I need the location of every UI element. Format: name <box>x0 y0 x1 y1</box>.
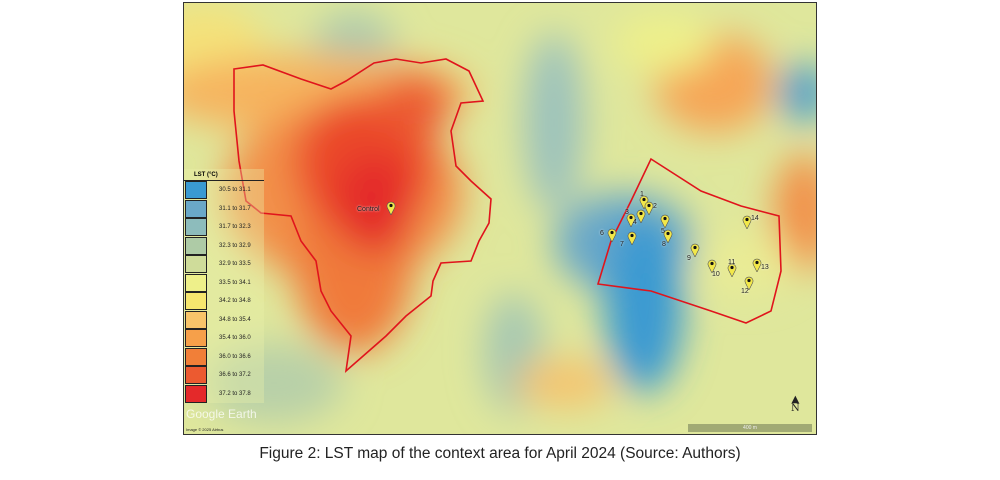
marker-label: 6 <box>600 230 604 237</box>
map-pin-icon <box>607 228 617 243</box>
legend-item: 32.3 to 32.9 <box>184 236 264 256</box>
legend-item: 32.9 to 33.5 <box>184 255 264 274</box>
legend-item: 33.5 to 34.1 <box>184 273 264 293</box>
legend-label: 36.0 to 36.6 <box>219 353 251 360</box>
marker-label: 4 <box>633 219 637 226</box>
site-marker[interactable]: 12 <box>741 276 754 295</box>
map-pin-icon <box>690 243 700 258</box>
marker-label: 1 <box>640 191 644 198</box>
legend-swatch <box>185 366 207 385</box>
scale-bar: 400 m <box>688 424 812 432</box>
marker-label: 8 <box>662 241 666 248</box>
google-earth-logo: Google Earth <box>186 407 257 421</box>
marker-label: 10 <box>712 271 720 278</box>
legend-label: 33.5 to 34.1 <box>219 279 251 286</box>
legend-label: 32.9 to 33.5 <box>219 261 251 268</box>
north-label: N <box>791 403 800 414</box>
legend-label: 31.1 to 31.7 <box>219 205 251 212</box>
legend-swatch <box>185 347 207 366</box>
site-marker[interactable]: 11 <box>727 259 737 282</box>
legend-item: 34.8 to 35.4 <box>184 310 264 330</box>
legend-swatch <box>185 255 207 274</box>
legend-item: 37.2 to 37.8 <box>184 384 264 404</box>
legend-swatch <box>185 292 207 311</box>
marker-label: 3 <box>625 209 629 216</box>
legend-swatch <box>185 199 207 218</box>
map-pin-icon <box>752 258 762 273</box>
site-marker[interactable]: 6 <box>600 228 617 247</box>
legend-swatch <box>185 236 207 255</box>
marker-label: 13 <box>761 264 769 271</box>
image-credit: Image © 2025 Airbus <box>186 427 224 432</box>
legend-item: 36.0 to 36.6 <box>184 347 264 367</box>
marker-label: 9 <box>687 255 691 262</box>
legend-swatch <box>185 218 207 237</box>
north-arrow-icon: ▲ N <box>791 394 800 414</box>
map-pin-icon <box>386 201 396 216</box>
legend-label: 35.4 to 36.0 <box>219 335 251 342</box>
control-marker[interactable]: Control <box>357 201 396 220</box>
legend-label: 36.6 to 37.2 <box>219 372 251 379</box>
legend-swatch <box>185 384 207 403</box>
legend-item: 35.4 to 36.0 <box>184 329 264 348</box>
legend-label: 30.5 to 31.1 <box>219 187 251 194</box>
map-pin-icon <box>707 259 717 274</box>
map-pin-icon <box>727 263 737 278</box>
figure-caption: Figure 2: LST map of the context area fo… <box>259 445 741 462</box>
site-marker[interactable]: 10 <box>707 259 720 278</box>
legend-item: 31.1 to 31.7 <box>184 199 264 219</box>
marker-label: 14 <box>751 215 759 222</box>
legend-label: 37.2 to 37.8 <box>219 390 251 397</box>
legend-swatch <box>185 181 207 200</box>
site-marker[interactable]: 9 <box>687 243 700 262</box>
site-marker[interactable]: 2 <box>644 201 657 220</box>
legend-swatch <box>185 310 207 329</box>
site-marker[interactable]: 5 <box>660 214 670 235</box>
study-area-boundary <box>596 157 782 324</box>
map-pin-icon <box>626 213 636 228</box>
map-pin-icon <box>644 201 654 216</box>
marker-label: 12 <box>741 288 749 295</box>
site-marker[interactable]: 3 <box>625 209 636 232</box>
legend-label: 31.7 to 32.3 <box>219 224 251 231</box>
marker-label: 5 <box>661 228 665 235</box>
map-pin-icon <box>627 231 637 246</box>
map-pin-icon <box>660 214 670 229</box>
legend-item: 36.6 to 37.2 <box>184 366 264 385</box>
control-area-boundary <box>233 58 492 374</box>
legend: LST (°C) 30.5 to 31.1 31.1 to 31.7 31.7 to… <box>184 169 264 403</box>
map-pin-icon <box>663 229 673 244</box>
legend-item: 31.7 to 32.3 <box>184 218 264 237</box>
legend-swatch <box>185 329 207 348</box>
site-marker[interactable]: 13 <box>752 258 769 277</box>
legend-label: 34.8 to 35.4 <box>219 316 251 323</box>
lst-map: Control 1 2 3 4 5 6 7 8 9 10 11 12 13 14 LST (°C) 30.5… <box>183 2 817 435</box>
site-marker[interactable]: 4 <box>633 209 646 228</box>
legend-label: 34.2 to 34.8 <box>219 298 251 305</box>
legend-title: LST (°C) <box>184 169 264 181</box>
site-marker[interactable]: 8 <box>662 229 673 248</box>
marker-label: 11 <box>728 259 736 266</box>
marker-label: 2 <box>653 203 657 210</box>
marker-label: Control <box>357 206 380 213</box>
heatmap <box>184 3 816 434</box>
site-marker[interactable]: 14 <box>742 215 759 234</box>
legend-item: 30.5 to 31.1 <box>184 181 264 200</box>
site-marker[interactable]: 1 <box>639 191 649 214</box>
map-pin-icon <box>742 215 752 230</box>
marker-label: 7 <box>620 241 624 248</box>
site-marker[interactable]: 7 <box>620 231 637 250</box>
legend-item: 34.2 to 34.8 <box>184 292 264 311</box>
map-pin-icon <box>636 209 646 224</box>
map-pin-icon <box>744 276 754 291</box>
legend-label: 32.3 to 32.9 <box>219 242 251 249</box>
legend-swatch <box>185 273 207 292</box>
map-pin-icon <box>639 195 649 210</box>
